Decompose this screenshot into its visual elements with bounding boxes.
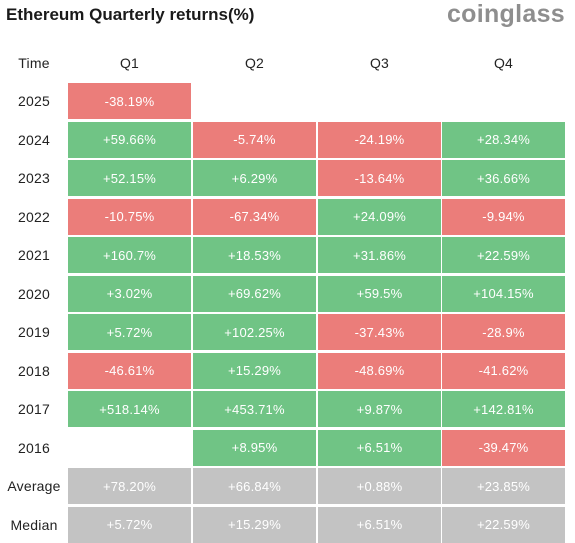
return-cell: +15.29% [193,352,316,389]
return-cell: -46.61% [68,352,191,389]
column-header-q1: Q1 [119,54,140,71]
return-cell: +104.15% [442,275,565,312]
row-label-average: Average [7,478,61,494]
column-header-q4: Q4 [493,54,514,71]
row-label-2017: 2017 [18,401,50,417]
return-cell: +15.29% [193,506,316,543]
return-cell: +6.29% [193,160,316,196]
return-cell: +78.20% [68,468,191,504]
return-cell: +8.95% [193,429,316,466]
column-header-time: Time [18,54,50,71]
return-cell: +142.81% [442,391,565,427]
return-cell: -38.19% [68,83,191,119]
row-label-2021: 2021 [18,247,50,263]
row-label-2022: 2022 [18,208,50,225]
return-cell: -48.69% [318,352,441,389]
row-label-2020: 2020 [18,285,50,302]
return-cell: +31.86% [318,237,441,273]
return-cell: +3.02% [68,275,191,312]
return-cell: +0.88% [318,468,441,504]
return-cell: +59.66% [68,121,191,158]
return-cell [318,83,441,119]
row-label-2019: 2019 [18,324,50,340]
return-cell [193,83,316,119]
return-cell: +5.72% [68,314,191,350]
row-label-2024: 2024 [18,131,50,148]
return-cell: +36.66% [442,160,565,196]
column-header-q3: Q3 [369,54,390,71]
return-cell: +160.7% [68,237,191,273]
row-label-2018: 2018 [18,362,50,379]
return-cell: -9.94% [442,198,565,235]
return-cell: +5.72% [68,506,191,543]
row-label-2023: 2023 [18,170,50,186]
return-cell: +24.09% [318,198,441,235]
row-label-2025: 2025 [18,93,50,109]
return-cell: +102.25% [193,314,316,350]
return-cell: +59.5% [318,275,441,312]
return-cell: +6.51% [318,506,441,543]
return-cell: -41.62% [442,352,565,389]
return-cell: +22.59% [442,506,565,543]
return-cell: +518.14% [68,391,191,427]
return-cell: -10.75% [68,198,191,235]
return-cell: +18.53% [193,237,316,273]
return-cell: +28.34% [442,121,565,158]
row-label-median: Median [10,516,58,533]
return-cell [68,430,191,466]
return-cell: +22.59% [442,237,565,273]
return-cell: -24.19% [318,121,441,158]
return-cell: -37.43% [318,314,441,350]
return-cell: +52.15% [68,160,191,196]
return-cell [442,83,565,119]
return-cell: +453.71% [193,391,316,427]
chart-title: Ethereum Quarterly returns(%) [6,5,255,24]
return-cell: +6.51% [318,429,441,466]
return-cell: +23.85% [442,468,565,504]
return-cell: -28.9% [442,314,565,350]
return-cell: -5.74% [193,121,316,158]
return-cell: +9.87% [318,391,441,427]
return-cell: +66.84% [193,468,316,504]
return-cell: -67.34% [193,198,316,235]
brand-logo: coinglass [446,0,565,28]
row-label-2016: 2016 [18,439,50,456]
return-cell: -39.47% [442,429,565,466]
column-header-q2: Q2 [244,54,265,71]
return-cell: -13.64% [318,160,441,196]
return-cell: +69.62% [193,275,316,312]
